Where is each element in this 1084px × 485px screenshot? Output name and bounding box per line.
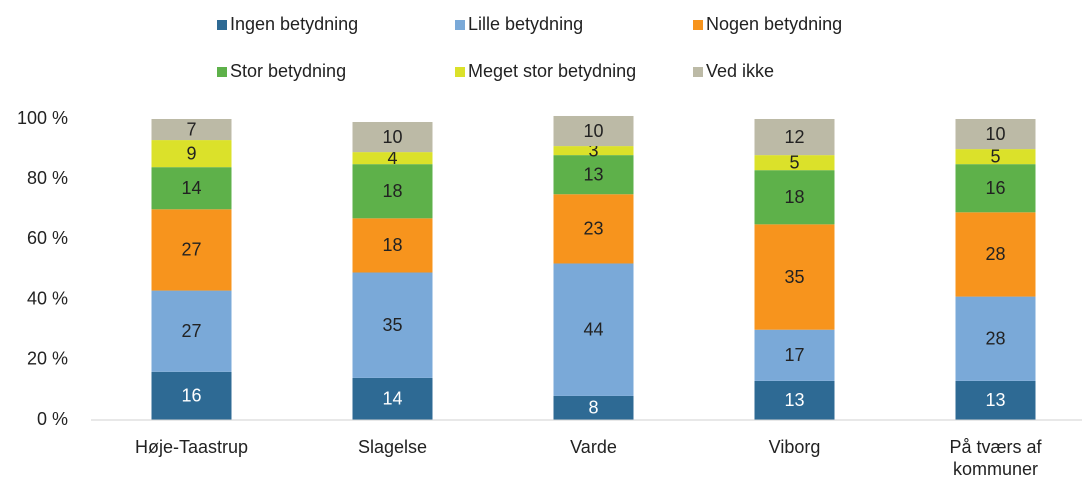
bar-segment [151, 119, 232, 141]
bar-segment [553, 263, 634, 396]
x-tick-label: Viborg [768, 437, 821, 457]
data-label: 18 [382, 181, 402, 201]
legend-label: Ingen betydning [230, 14, 358, 34]
data-label: 18 [382, 235, 402, 255]
data-label: 44 [583, 319, 603, 339]
bar-segment [754, 224, 835, 330]
data-label: 3 [588, 140, 598, 160]
legend-label: Lille betydning [468, 14, 583, 34]
data-label: 13 [583, 164, 603, 184]
y-tick-label: 0 % [37, 409, 68, 429]
bar-segment [754, 380, 835, 420]
bar-segment [151, 167, 232, 210]
bar-segment [151, 140, 232, 168]
data-label: 10 [583, 121, 603, 141]
y-tick-label: 20 % [27, 349, 68, 369]
bar-segment [352, 377, 433, 420]
legend-label: Meget stor betydning [468, 61, 636, 81]
bar-segment [955, 164, 1036, 213]
data-label: 13 [784, 390, 804, 410]
legend-swatch [455, 67, 465, 77]
bar-segment [754, 170, 835, 225]
x-tick-label: Høje-Taastrup [134, 437, 249, 457]
data-label: 5 [990, 146, 1000, 166]
bar-segment [352, 122, 433, 153]
data-label: 35 [382, 315, 402, 335]
data-label: 8 [588, 398, 598, 418]
bar-segment [151, 209, 232, 291]
bar-segment [553, 146, 634, 156]
x-tick-label: På tværs af kommuner [949, 437, 1042, 479]
data-label: 28 [985, 328, 1005, 348]
bar-segment [352, 152, 433, 165]
data-label: 18 [784, 187, 804, 207]
bar-segment [754, 155, 835, 171]
data-label: 14 [382, 389, 402, 409]
legend-swatch [455, 20, 465, 30]
bar-segment [955, 119, 1036, 150]
data-label: 4 [387, 148, 397, 168]
data-label: 16 [985, 178, 1005, 198]
bar-segment [151, 290, 232, 372]
data-label: 27 [181, 240, 201, 260]
data-label: 5 [789, 152, 799, 172]
bar-segment [955, 296, 1036, 381]
bar-segment [553, 155, 634, 195]
legend-label: Ved ikke [706, 61, 774, 81]
y-tick-label: 100 % [17, 108, 68, 128]
bar-segment [955, 149, 1036, 165]
legend-label: Stor betydning [230, 61, 346, 81]
bar-segment [754, 329, 835, 381]
data-label: 23 [583, 219, 603, 239]
legend-swatch [217, 20, 227, 30]
legend-label: Nogen betydning [706, 14, 842, 34]
bar-segment [754, 119, 835, 156]
bar-segment [352, 164, 433, 219]
bar-segment [553, 395, 634, 420]
bar-segment [955, 212, 1036, 297]
legend-swatch [693, 67, 703, 77]
data-label: 12 [784, 127, 804, 147]
bar-segment [553, 194, 634, 264]
data-label: 28 [985, 244, 1005, 264]
bar-segment [553, 115, 634, 147]
y-tick-label: 60 % [27, 228, 68, 248]
bar-segment [955, 380, 1036, 420]
bar-segment [151, 371, 232, 420]
legend-swatch [217, 67, 227, 77]
data-label: 17 [784, 345, 804, 365]
data-label: 10 [985, 124, 1005, 144]
data-label: 27 [181, 321, 201, 341]
data-label: 16 [181, 386, 201, 406]
legend-swatch [693, 20, 703, 30]
bar-segment [352, 272, 433, 378]
y-tick-label: 80 % [27, 168, 68, 188]
data-label: 13 [985, 390, 1005, 410]
data-label: 7 [186, 119, 196, 139]
data-label: 9 [186, 143, 196, 163]
bar-segment [352, 218, 433, 273]
data-label: 10 [382, 127, 402, 147]
data-label: 14 [181, 178, 201, 198]
data-label: 35 [784, 267, 804, 287]
x-tick-label: Varde [570, 437, 617, 457]
y-tick-label: 40 % [27, 288, 68, 308]
x-tick-label: Slagelse [357, 437, 428, 457]
